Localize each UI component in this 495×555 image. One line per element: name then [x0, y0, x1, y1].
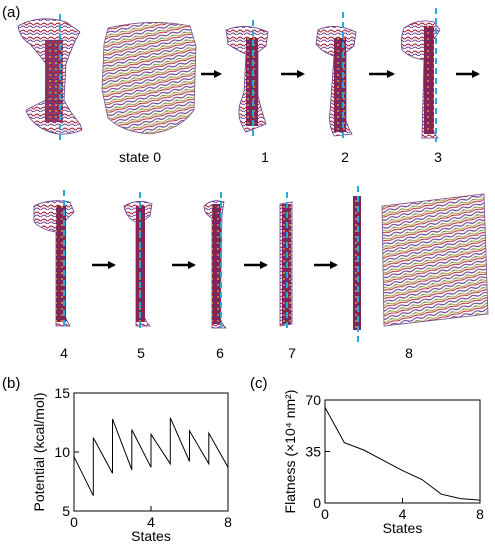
- x-axis-label: States: [131, 528, 171, 544]
- state-label-1: 1: [261, 149, 269, 165]
- structures-row-2: [33, 186, 489, 342]
- structure-state-8-face: [381, 193, 489, 327]
- structure-state-5: [123, 192, 153, 330]
- potential-chart: 0 4 8 5 10 15 States Potential (kcal/mol): [31, 385, 232, 544]
- structure-state-2: [315, 12, 357, 140]
- structure-state-0-face: [101, 22, 197, 135]
- state-label-7: 7: [288, 345, 296, 361]
- structure-state-4: [33, 190, 75, 330]
- y-tick-label: 15: [54, 385, 70, 401]
- state-label-4: 4: [60, 345, 68, 361]
- flatness-chart: 0 4 8 0 35 70 States Flatness (×10⁴ nm²): [282, 390, 484, 536]
- x-tick-label: 0: [321, 506, 329, 522]
- structure-state-7: [279, 192, 293, 332]
- state-label-2: 2: [341, 149, 349, 165]
- plot-frame: [324, 399, 481, 504]
- y-tick-label: 10: [54, 444, 70, 460]
- y-tick-label: 5: [62, 503, 70, 519]
- panel-label-b: (b): [2, 375, 20, 392]
- x-axis-label: States: [383, 520, 423, 536]
- state-label-8: 8: [405, 345, 413, 361]
- structure-state-0-side: [17, 14, 83, 140]
- x-tick-label: 8: [476, 506, 484, 522]
- x-tick-label: 8: [224, 514, 232, 530]
- structures-row-1: [17, 8, 480, 142]
- state-label-3: 3: [434, 149, 442, 165]
- panel-label-c: (c): [250, 375, 268, 392]
- x-tick-label: 4: [399, 506, 407, 522]
- y-tick-label: 35: [305, 444, 321, 460]
- state-label-5: 5: [137, 345, 145, 361]
- state-label-6: 6: [216, 345, 224, 361]
- x-tick-label: 4: [147, 514, 155, 530]
- data-line: [73, 417, 229, 496]
- x-tick-label: 0: [70, 514, 78, 530]
- y-tick-label: 0: [313, 495, 321, 511]
- structure-state-1: [225, 20, 269, 140]
- y-tick-label: 70: [305, 392, 321, 408]
- state-label-0: state 0: [119, 149, 161, 165]
- data-line: [324, 407, 481, 501]
- structure-state-8-side: [353, 186, 361, 342]
- y-axis-label: Flatness (×10⁴ nm²): [282, 390, 298, 514]
- panel-label-a: (a): [2, 4, 20, 21]
- structure-state-6: [203, 192, 227, 330]
- y-axis-label: Potential (kcal/mol): [31, 392, 47, 511]
- structure-state-3: [400, 8, 441, 142]
